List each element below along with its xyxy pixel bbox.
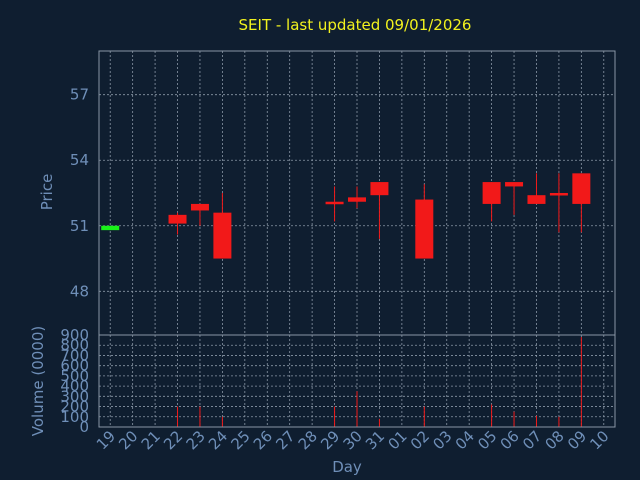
candle-body bbox=[348, 197, 366, 202]
candle-body bbox=[549, 193, 568, 196]
volume-tick-label: 400 bbox=[60, 377, 89, 395]
volume-tick-label: 900 bbox=[60, 326, 89, 344]
volume-tick-label: 200 bbox=[60, 398, 89, 416]
volume-tick-label: 500 bbox=[60, 367, 89, 385]
tick-labels: 1920212223242526272829303101020304050607… bbox=[60, 86, 612, 454]
volume-tick-label: 600 bbox=[60, 357, 89, 375]
candles bbox=[101, 173, 591, 427]
candle-body bbox=[505, 182, 524, 187]
chart-title: SEIT - last updated 09/01/2026 bbox=[239, 16, 472, 34]
candle-body bbox=[101, 225, 120, 231]
candle-body bbox=[168, 214, 187, 224]
volume-tick-label: 700 bbox=[60, 346, 89, 364]
price-tick-label: 51 bbox=[70, 217, 89, 235]
x-tick-label: 10 bbox=[586, 427, 612, 453]
volume-tick-label: 300 bbox=[60, 387, 89, 405]
volume-tick-label: 100 bbox=[60, 408, 89, 426]
price-tick-label: 54 bbox=[70, 151, 89, 169]
price-axis-label: Price bbox=[38, 174, 56, 211]
candle-body bbox=[527, 195, 546, 204]
volume-axis-label: Volume (0000) bbox=[29, 326, 47, 436]
candle-body bbox=[415, 199, 434, 259]
candle-body bbox=[572, 173, 591, 204]
x-axis-label: Day bbox=[332, 458, 362, 476]
grid bbox=[99, 51, 615, 428]
candle-body bbox=[370, 182, 389, 196]
volume-panel-frame bbox=[98, 334, 616, 428]
volume-tick-label: 0 bbox=[79, 418, 89, 436]
candle-body bbox=[482, 182, 501, 204]
candle-body bbox=[213, 212, 232, 259]
price-tick-label: 57 bbox=[70, 86, 89, 104]
candle-body bbox=[190, 203, 209, 211]
candle-body bbox=[325, 201, 344, 205]
price-tick-label: 48 bbox=[70, 282, 89, 300]
volume-tick-label: 800 bbox=[60, 336, 89, 354]
